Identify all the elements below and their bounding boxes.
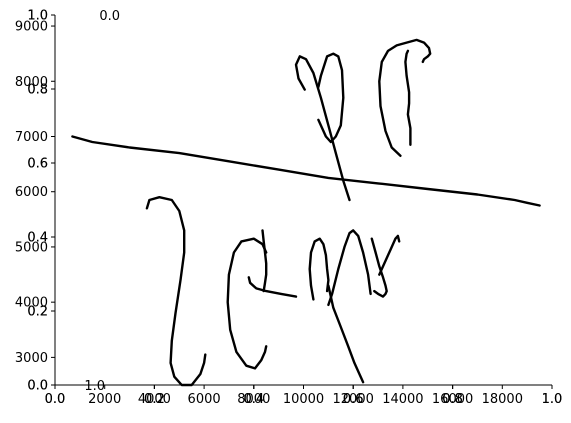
- axes-layer: 2000 4000 6000 8000 10000 12000 14000 16000 1800…: [15, 9, 562, 408]
- stroke-13: [370, 237, 388, 298]
- x-tick-label: 4000: [138, 392, 171, 407]
- x-tick-label: 12000: [333, 392, 374, 407]
- y-tick-label: 0.4: [27, 231, 48, 246]
- y-tick-label: 0.8: [27, 83, 48, 98]
- y-tick-label: 8000: [15, 75, 48, 90]
- x-tick-label: 10000: [283, 392, 324, 407]
- y-tick-label: 9000: [15, 20, 48, 35]
- stroke-8: [261, 229, 268, 293]
- x-tick-label: 0.2: [144, 392, 165, 407]
- x-tick-label: 0.8: [442, 392, 463, 407]
- x-tick-label: 0.0: [45, 392, 66, 407]
- y-tick-label: 1.0: [27, 9, 48, 24]
- stroke-7: [226, 237, 268, 370]
- x-tick-label: 1.0: [542, 392, 563, 407]
- y-tick-label: 0.2: [27, 305, 48, 320]
- stray-tick-label: 0.0: [99, 9, 120, 24]
- stroke-5: [378, 38, 432, 157]
- stroke-12: [327, 284, 365, 384]
- y-tick-label: 0.6: [27, 157, 48, 172]
- y-tick-label: 0.0: [27, 379, 48, 394]
- plot-area: [55, 15, 552, 385]
- y-tick-label: 0.4: [27, 231, 48, 246]
- y-tick-label: 1.0: [27, 9, 48, 24]
- stroke-6: [145, 196, 207, 387]
- stroke-10: [308, 237, 330, 301]
- y-tick-label: 5000: [15, 240, 48, 255]
- strokes-layer: [71, 38, 541, 387]
- stroke-14: [378, 234, 401, 276]
- x-tick-label: 16000: [432, 392, 473, 407]
- stroke-4: [404, 49, 412, 146]
- stroke-9: [247, 276, 298, 298]
- y-tick-label: 6000: [15, 185, 48, 200]
- stroke-3: [317, 52, 345, 144]
- x-tick-label: 6000: [188, 392, 221, 407]
- x-tick-label: 0.8: [442, 392, 463, 407]
- y-tick-label: 0.6: [27, 157, 48, 172]
- y-tick-label: 0.2: [27, 305, 48, 320]
- x-tick-label: 2000: [88, 392, 121, 407]
- x-tick-label: 0.6: [343, 392, 364, 407]
- x-tick-label: 8000: [237, 392, 270, 407]
- y-tick-label: 7000: [15, 130, 48, 145]
- y-tick-label: 0.8: [27, 83, 48, 98]
- x-tick-label: 0.0: [45, 392, 66, 407]
- stray-tick-label: 1.0: [84, 379, 105, 394]
- y-tick-label: 4000: [15, 296, 48, 311]
- x-tick-label: 0.2: [144, 392, 165, 407]
- x-tick-label: 0.4: [243, 392, 264, 407]
- x-tick-label: 18000: [482, 392, 523, 407]
- stroke-11: [327, 229, 372, 307]
- stroke-2: [294, 55, 351, 202]
- stroke-1: [71, 135, 541, 207]
- x-tick-label: 14000: [382, 392, 423, 407]
- x-tick-label: 0.4: [243, 392, 264, 407]
- x-tick-label: 0.6: [343, 392, 364, 407]
- y-tick-label: 3000: [15, 351, 48, 366]
- x-tick-label: 1.0: [542, 392, 563, 407]
- y-tick-label: 0.0: [27, 379, 48, 394]
